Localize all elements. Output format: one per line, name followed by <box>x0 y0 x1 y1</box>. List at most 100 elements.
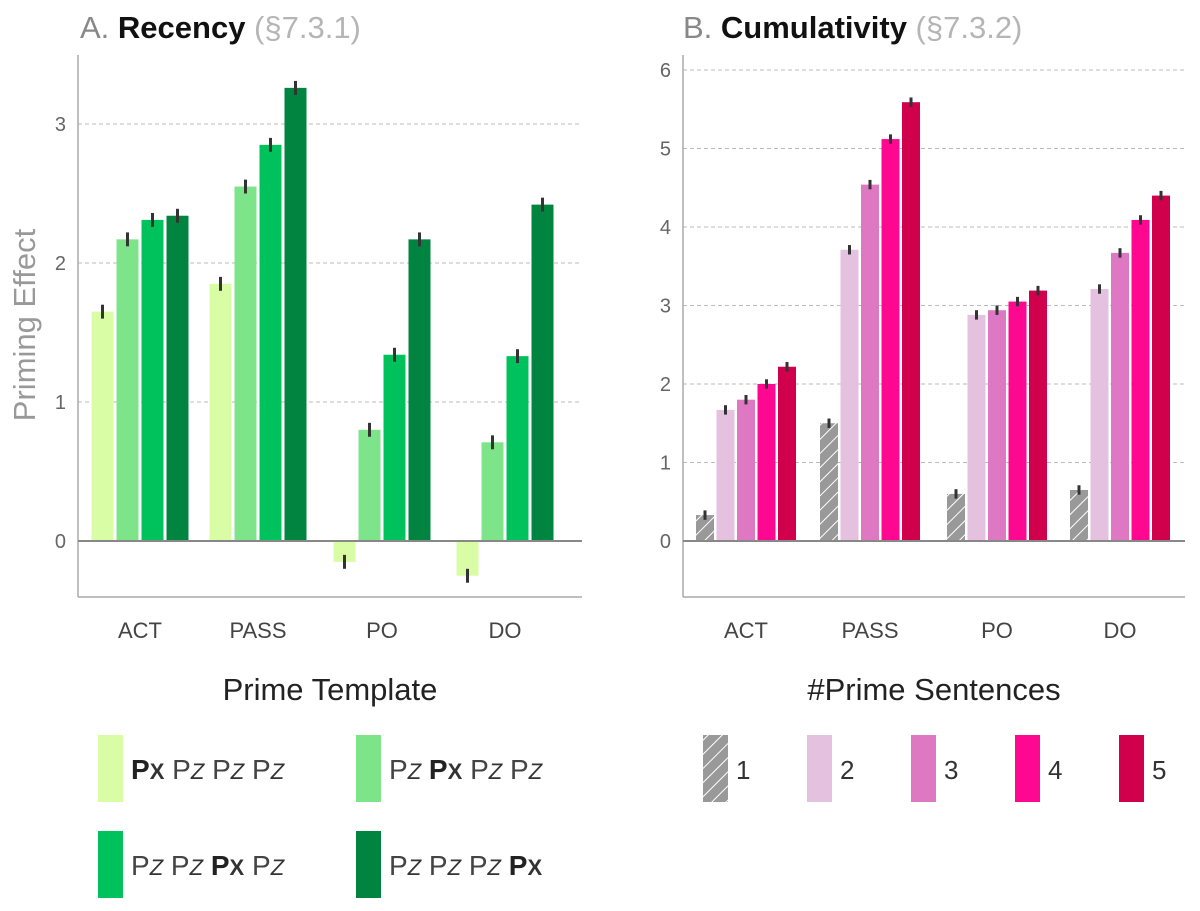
legend-label: 2 <box>840 755 854 785</box>
x-tick-label: DO <box>1104 618 1137 643</box>
legend-item: PZ PZ PX PZ <box>98 831 286 898</box>
bar <box>1070 489 1088 541</box>
recency-panel: A. Recency (§7.3.1) 0 1 2 3 ACT PASS PO DO Prime … <box>7 10 582 898</box>
bar <box>967 314 986 541</box>
y-axis-label: Priming Effect <box>7 228 42 421</box>
y-tick-label: 0 <box>55 531 66 553</box>
bar <box>91 311 114 541</box>
y-tick-label: 1 <box>660 453 671 475</box>
legend-label: PX PZ PZ PZ <box>131 754 286 785</box>
bar <box>820 423 838 541</box>
legend-swatch <box>1119 735 1144 802</box>
title-suffix: (§7.3.1) <box>245 10 360 45</box>
legend-label-subscript: Z <box>528 759 544 784</box>
bar <box>716 409 735 541</box>
bar <box>116 239 139 541</box>
legend-swatch <box>356 735 381 802</box>
legend-label: PZ PZ PX PZ <box>131 850 286 881</box>
legend-swatch <box>911 735 936 802</box>
bar <box>861 184 879 542</box>
x-tick-label: ACT <box>724 618 768 643</box>
legend-label-part: P <box>203 850 229 881</box>
bar <box>1090 289 1109 541</box>
bar <box>1008 301 1027 541</box>
bar <box>358 429 381 541</box>
bar <box>481 442 504 541</box>
bar <box>840 249 859 541</box>
legend-swatch <box>98 831 123 898</box>
legend-item: 2 <box>807 735 854 802</box>
y-tick-label: 4 <box>660 217 671 239</box>
panel-title: B. Cumulativity (§7.3.2) <box>683 10 1022 45</box>
legend-label-part: P <box>502 754 528 785</box>
y-tick-label: 3 <box>660 296 671 318</box>
legend-label-subscript: X <box>230 855 245 880</box>
legend-swatch <box>1015 735 1040 802</box>
bar <box>531 204 554 541</box>
legend-label-subscript: Z <box>487 855 503 880</box>
bar <box>737 399 755 541</box>
legend-label-part: P <box>163 850 189 881</box>
legend-label: PZ PZ PZ PX <box>389 850 542 881</box>
legend-item: 5 <box>1119 735 1166 802</box>
legend-label: PZ PX PZ PZ <box>389 754 544 785</box>
bar <box>408 239 431 541</box>
y-tick-label: 5 <box>660 139 671 161</box>
legend-item: 1 <box>703 735 750 802</box>
legend-label-subscript: X <box>448 759 463 784</box>
bar <box>333 541 356 562</box>
cumulativity-panel: B. Cumulativity (§7.3.2) 0 1 2 3 4 5 6 ACT PASS PO… <box>660 10 1185 802</box>
legend-swatch <box>356 831 381 898</box>
legend-swatch <box>703 735 728 802</box>
bar <box>506 356 529 541</box>
bar <box>757 384 776 541</box>
title-prefix: B. <box>683 10 721 45</box>
legend-label-subscript: X <box>150 759 165 784</box>
legend-label-part: P <box>244 754 270 785</box>
legend-label-part: P <box>131 754 150 785</box>
x-tick-label: PASS <box>229 618 286 643</box>
legend-label-part: P <box>389 850 408 881</box>
legend-item: 3 <box>911 735 958 802</box>
panel-title: A. Recency (§7.3.1) <box>80 10 361 45</box>
legend-label-part: P <box>462 754 488 785</box>
x-axis-label: Prime Template <box>223 672 438 707</box>
legend-label: 5 <box>1152 755 1166 785</box>
legend-item: PZ PX PZ PZ <box>356 735 544 802</box>
bar <box>383 354 406 541</box>
bar <box>259 144 282 541</box>
legend-label-subscript: Z <box>189 855 205 880</box>
title-main: Cumulativity <box>721 10 908 45</box>
legend-label-part: P <box>421 850 447 881</box>
bar <box>988 310 1006 541</box>
title-suffix: (§7.3.2) <box>907 10 1022 45</box>
bar <box>947 493 965 541</box>
x-tick-label: PO <box>366 618 398 643</box>
legend-label-part: P <box>501 850 527 881</box>
legend-label-subscript: Z <box>488 759 504 784</box>
legend-item: 4 <box>1015 735 1062 802</box>
y-tick-label: 2 <box>660 374 671 396</box>
bar <box>284 87 307 542</box>
y-tick-label: 0 <box>660 531 671 553</box>
legend-label-part: P <box>461 850 487 881</box>
bar <box>1152 195 1170 541</box>
legend-label-part: P <box>244 850 270 881</box>
x-tick-label: PASS <box>841 618 898 643</box>
bar <box>209 283 232 541</box>
legend-label-subscript: Z <box>447 855 463 880</box>
legend-swatch <box>807 735 832 802</box>
legend-label-subscript: X <box>527 855 542 880</box>
y-tick-label: 3 <box>55 114 66 136</box>
bar <box>1131 219 1150 541</box>
legend-label-subscript: Z <box>407 759 423 784</box>
bar <box>881 139 900 541</box>
x-tick-label: ACT <box>118 618 162 643</box>
legend-label-subscript: Z <box>190 759 206 784</box>
legend-label-subscript: Z <box>270 759 286 784</box>
y-tick-label: 6 <box>660 60 671 82</box>
bar <box>1111 252 1129 541</box>
legend-item: PX PZ PZ PZ <box>98 735 286 802</box>
bar <box>1029 290 1047 541</box>
